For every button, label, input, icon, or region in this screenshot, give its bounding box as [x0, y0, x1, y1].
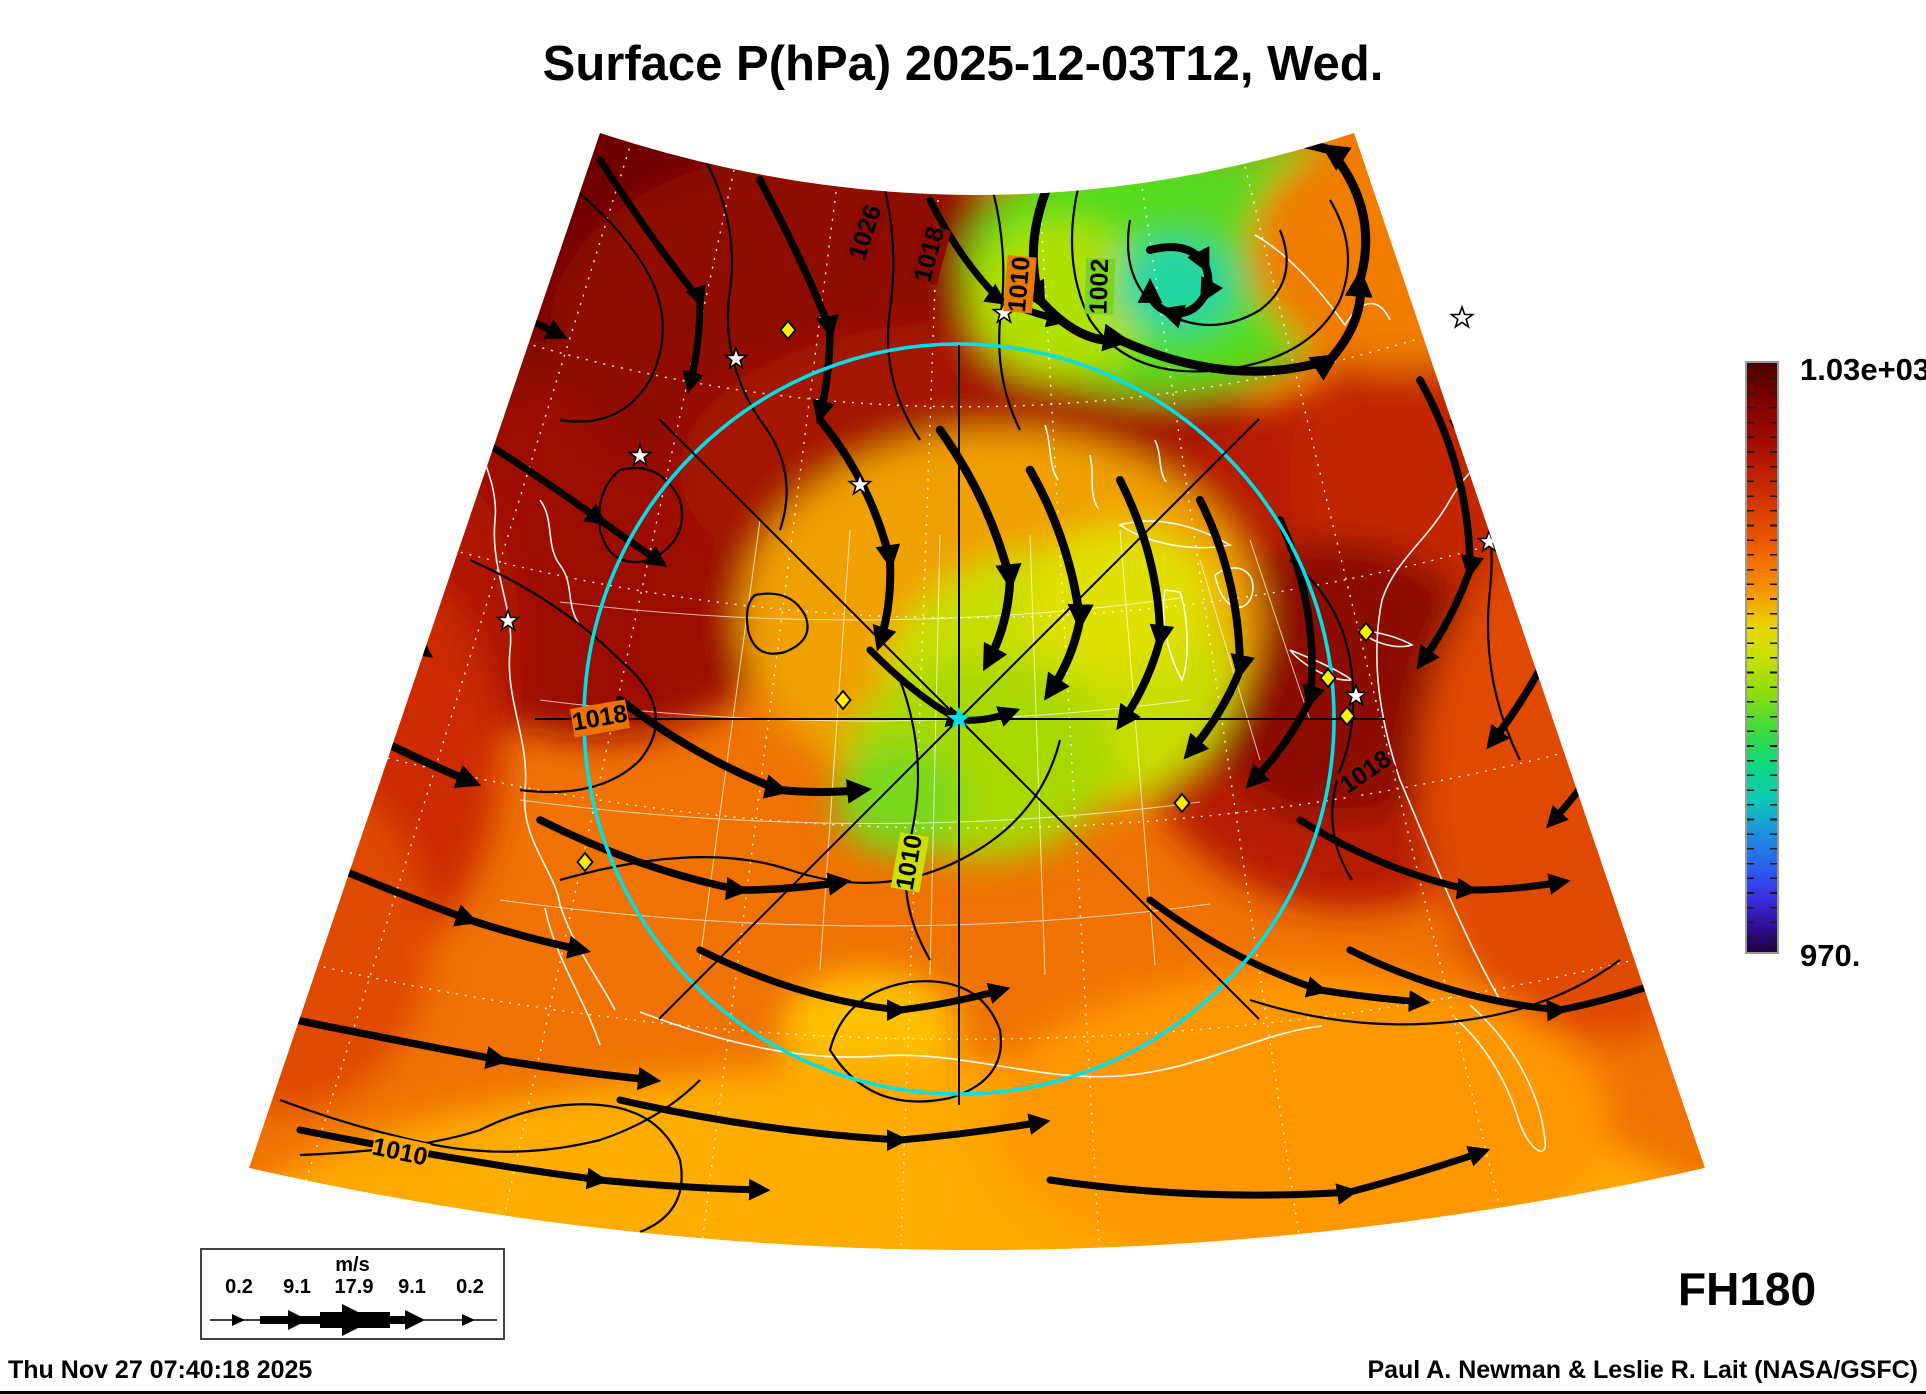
wind-unit-label: m/s: [335, 1254, 370, 1276]
contour-label: 1010: [1002, 255, 1037, 314]
bottom-divider: [0, 1391, 1926, 1394]
colorbar-min-label: 970.: [1800, 938, 1861, 973]
colorbar-ticks-left: [1747, 363, 1754, 952]
page-title: Surface P(hPa) 2025-12-03T12, Wed.: [542, 37, 1384, 91]
wind-tick-label: 9.1: [283, 1276, 311, 1298]
wind-tick-label: 0.2: [456, 1276, 484, 1298]
colorbar-ticks-right: [1770, 363, 1777, 952]
wind-speed-legend: m/s 0.2 9.1 17.9 9.1 0.2: [200, 1248, 505, 1340]
forecast-hour-label: FH180: [1678, 1263, 1817, 1315]
outside-star-icon: [1450, 306, 1474, 328]
pressure-field: [249, 133, 1705, 1250]
contour-label: 1002: [1084, 258, 1116, 315]
credit-text: Paul A. Newman & Leslie R. Lait (NASA/GS…: [1367, 1356, 1918, 1384]
wind-arrow-scale-icon: [210, 1304, 497, 1336]
colorbar-max-label: 1.03e+03: [1800, 352, 1926, 387]
wind-tick-label: 9.1: [398, 1276, 426, 1298]
generation-timestamp: Thu Nov 27 07:40:18 2025: [8, 1356, 313, 1384]
wind-tick-label: 17.9: [334, 1276, 374, 1298]
pressure-colorbar: [1745, 361, 1779, 954]
wind-tick-label: 0.2: [225, 1276, 253, 1298]
